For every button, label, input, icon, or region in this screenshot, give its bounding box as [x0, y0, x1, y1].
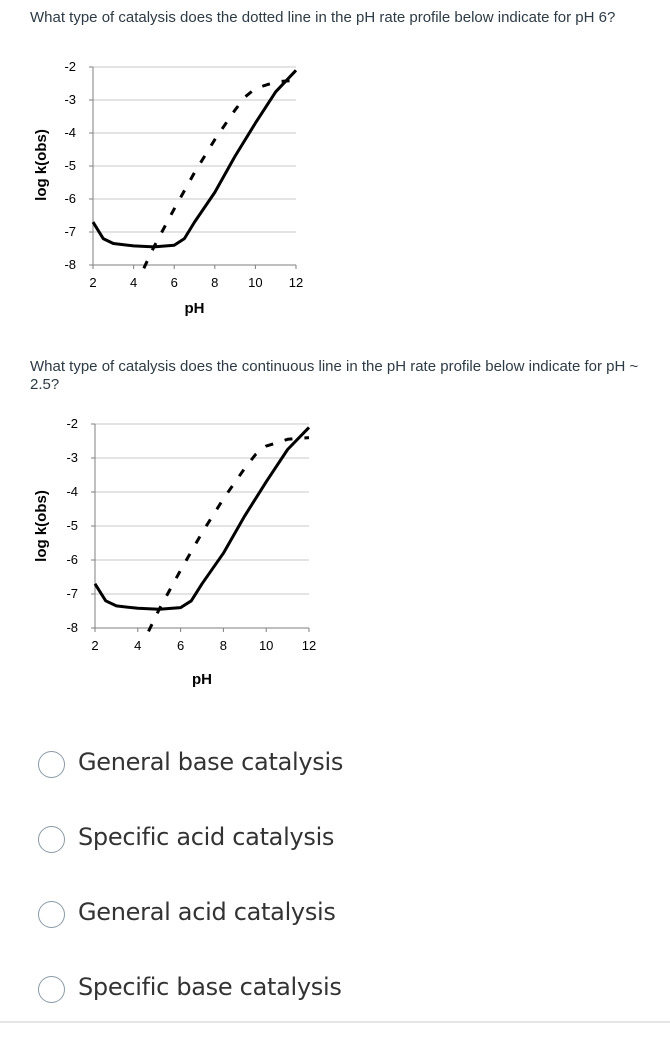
y-tick-label: -2: [64, 59, 76, 74]
answer-option-label: Specific acid catalysis: [78, 823, 335, 851]
answer-option-general-acid[interactable]: General acid catalysis: [38, 888, 638, 963]
x-tick-label: 12: [289, 275, 303, 290]
y-tick-label: -7: [64, 224, 76, 239]
question-1-text: What type of catalysis does the dotted l…: [30, 9, 616, 26]
y-axis-title: log k(obs): [33, 129, 50, 201]
x-tick-label: 2: [89, 275, 96, 290]
ph-rate-profile-chart-2: -2 -3 -4 -5 -6 -7 -8 2 4 6 8 10 12 pH log k(obs): [30, 414, 330, 694]
radio-button[interactable]: [38, 976, 65, 1003]
x-tick-label: 2: [91, 638, 98, 653]
answer-option-general-base[interactable]: General base catalysis: [38, 738, 638, 813]
chart-svg: -2 -3 -4 -5 -6 -7 -8 2 4 6 8 10 12 pH log k(obs): [33, 59, 303, 317]
chart-svg: -2 -3 -4 -5 -6 -7 -8 2 4 6 8 10 12 pH log k(obs): [33, 416, 316, 688]
solid-series-line: [93, 426, 311, 611]
y-tick-label: -3: [64, 92, 76, 107]
answer-option-label: General base catalysis: [78, 748, 344, 776]
solid-series-line: [91, 69, 298, 249]
x-axis-title: pH: [185, 300, 205, 317]
x-tick-label: 8: [211, 275, 218, 290]
answer-option-label: General acid catalysis: [78, 898, 336, 926]
radio-button[interactable]: [38, 826, 65, 853]
x-tick-label: 4: [130, 275, 137, 290]
bottom-divider: [0, 1021, 670, 1023]
y-tick-label: -6: [64, 191, 76, 206]
y-tick-label: -3: [66, 450, 78, 465]
x-tick-label: 4: [134, 638, 141, 653]
x-axis-title: pH: [192, 671, 212, 688]
ph-rate-profile-chart-1: -2 -3 -4 -5 -6 -7 -8 2 4 6 8 10 12 pH log k(obs): [30, 55, 320, 320]
y-tick-label: -8: [64, 257, 76, 272]
y-tick-label: -2: [66, 416, 78, 431]
x-tick-label: 6: [171, 275, 178, 290]
y-tick-label: -4: [64, 125, 76, 140]
question-2-text: What type of catalysis does the continuo…: [30, 358, 639, 393]
answer-option-label: Specific base catalysis: [78, 973, 342, 1001]
dashed-series-line: [147, 436, 310, 633]
x-tick-label: 8: [220, 638, 227, 653]
y-tick-label: -6: [66, 552, 78, 567]
y-tick-label: -7: [66, 586, 78, 601]
y-tick-label: -8: [66, 620, 78, 635]
y-tick-label: -5: [64, 158, 76, 173]
answer-option-specific-acid[interactable]: Specific acid catalysis: [38, 813, 638, 888]
answer-option-specific-base[interactable]: Specific base catalysis: [38, 963, 638, 1038]
answer-options: General base catalysis Specific acid cat…: [38, 738, 638, 1038]
x-tick-label: 10: [248, 275, 262, 290]
y-tick-label: -5: [66, 518, 78, 533]
radio-button[interactable]: [38, 751, 65, 778]
y-axis-title: log k(obs): [33, 490, 50, 562]
x-tick-label: 12: [302, 638, 316, 653]
x-tick-label: 6: [177, 638, 184, 653]
x-tick-label: 10: [259, 638, 273, 653]
radio-button[interactable]: [38, 901, 65, 928]
dashed-series-line: [142, 78, 297, 269]
y-tick-label: -4: [66, 484, 78, 499]
